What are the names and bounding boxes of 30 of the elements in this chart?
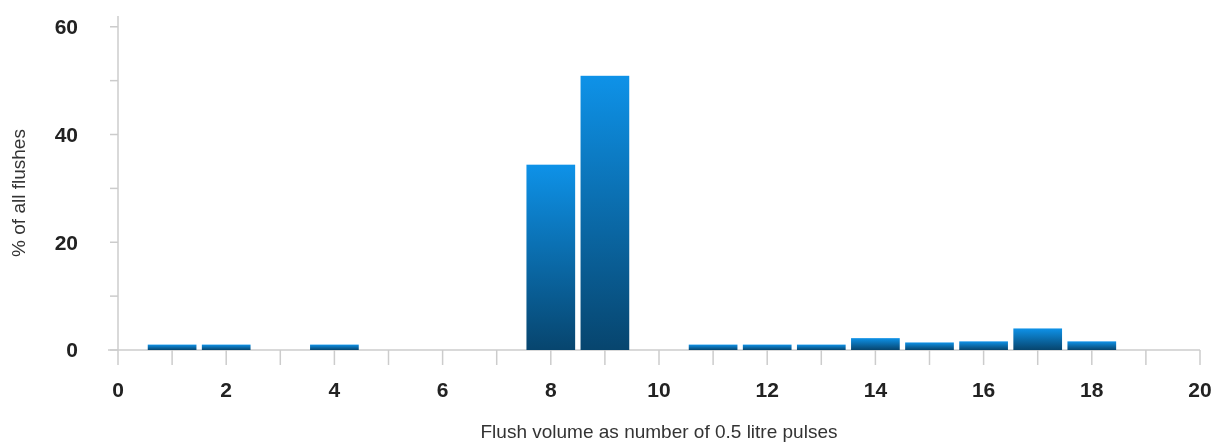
y-tick-label: 60 <box>54 15 78 39</box>
bar <box>742 344 792 350</box>
x-tick-label: 14 <box>863 378 888 401</box>
y-tick-label: 20 <box>54 230 78 254</box>
bar <box>147 344 197 350</box>
bar <box>905 342 954 350</box>
x-tick-label: 6 <box>436 378 449 401</box>
bar <box>796 344 846 350</box>
bar <box>580 75 630 350</box>
x-tick-label: 8 <box>544 378 557 401</box>
bar <box>201 344 251 350</box>
y-axis-title: % of all flushes <box>8 129 29 257</box>
bar <box>688 344 738 350</box>
y-tick-label: 40 <box>54 122 78 146</box>
x-tick-label: 12 <box>755 378 779 401</box>
bar <box>1013 328 1063 350</box>
bar <box>526 164 576 350</box>
x-tick-label: 0 <box>112 378 124 401</box>
x-tick-label: 10 <box>647 378 671 401</box>
bar <box>1067 341 1117 350</box>
y-tick-label: 0 <box>66 338 78 362</box>
bar <box>959 341 1008 350</box>
bar <box>851 338 900 350</box>
bar <box>310 344 359 350</box>
x-tick-label: 16 <box>971 378 996 401</box>
x-tick-label: 4 <box>328 378 341 401</box>
x-tick-label: 18 <box>1080 378 1104 401</box>
x-tick-label: 2 <box>220 378 233 401</box>
x-axis-title: Flush volume as number of 0.5 litre pulses <box>480 421 838 442</box>
x-tick-label: 20 <box>1188 378 1212 401</box>
